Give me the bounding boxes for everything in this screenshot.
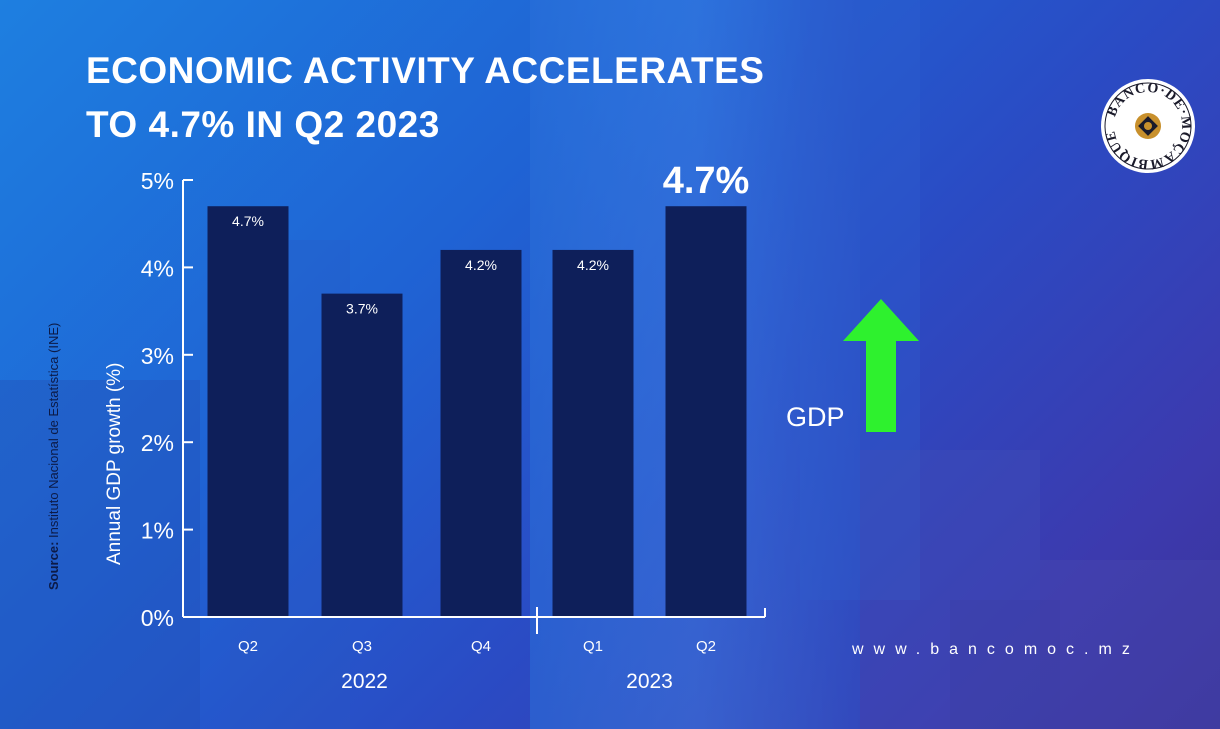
growth-arrow-icon <box>843 299 919 432</box>
y-tick-label-3: 3% <box>141 343 174 369</box>
y-tick-label-2: 2% <box>141 430 174 456</box>
y-tick-label-1: 1% <box>141 518 174 544</box>
data-label-1: 4.7% <box>232 213 264 229</box>
year-label-2022: 2022 <box>341 670 388 693</box>
highlight-value-label: 4.7% <box>663 160 750 202</box>
data-label-3: 4.2% <box>465 257 497 273</box>
gdp-label: GDP <box>786 402 845 432</box>
bar-5 <box>665 206 747 617</box>
x-tick-label-4: Q1 <box>583 638 603 655</box>
year-label-2023: 2023 <box>626 670 673 693</box>
bar-4 <box>552 249 634 618</box>
bank-logo: BANCO·DE·MOÇAMBIQUE <box>1101 79 1195 173</box>
y-tick-label-5: 5% <box>141 168 174 194</box>
y-axis-label: Annual GDP growth (%) <box>104 362 125 565</box>
x-tick-label-5: Q2 <box>696 638 716 655</box>
chart-title: ECONOMIC ACTIVITY ACCELERATES TO 4.7% IN… <box>86 44 764 152</box>
y-tick-label-4: 4% <box>141 255 174 281</box>
bar-1 <box>207 206 289 617</box>
website-url: www.bancomoc.mz <box>852 641 1140 658</box>
y-tick-label-0: 0% <box>141 605 174 631</box>
x-tick-label-2: Q3 <box>352 638 372 655</box>
logo-emblem-icon <box>1135 113 1161 139</box>
title-line-1: ECONOMIC ACTIVITY ACCELERATES <box>86 50 765 91</box>
x-tick-label-1: Q2 <box>238 638 258 655</box>
source-note: Source: Instituto Nacional de Estatístic… <box>46 323 61 590</box>
data-label-2: 3.7% <box>346 301 378 317</box>
x-tick-label-3: Q4 <box>471 638 491 655</box>
bar-3 <box>440 249 522 618</box>
source-label: Source: <box>46 541 61 590</box>
source-text: Instituto Nacional de Estatística (INE) <box>46 322 61 538</box>
bar-2 <box>321 293 403 617</box>
title-line-2: TO 4.7% IN Q2 2023 <box>86 104 440 145</box>
data-label-4: 4.2% <box>577 257 609 273</box>
